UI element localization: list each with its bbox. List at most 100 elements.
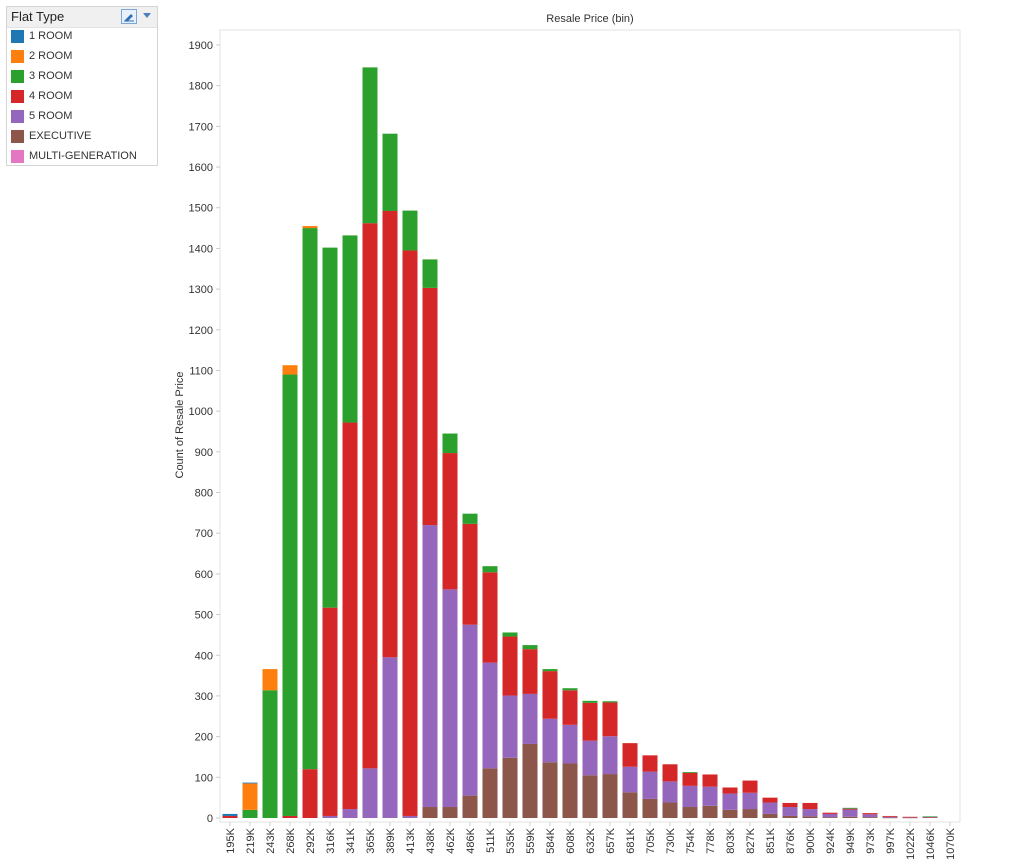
bar-segment bbox=[322, 247, 338, 608]
x-tick-label: 559K bbox=[525, 827, 537, 853]
bar-segment bbox=[442, 807, 458, 818]
legend-swatch bbox=[11, 110, 24, 123]
bar-segment bbox=[382, 133, 398, 211]
bar-segment bbox=[902, 817, 918, 818]
bar-segment bbox=[562, 688, 578, 691]
bar-segment bbox=[282, 815, 298, 818]
bar-segment bbox=[562, 724, 578, 764]
legend-title: Flat Type bbox=[11, 9, 65, 24]
bar-segment bbox=[342, 422, 358, 810]
x-tick-label: 876K bbox=[785, 827, 797, 853]
bar-segment bbox=[682, 772, 698, 786]
x-tick-label: 438K bbox=[425, 827, 437, 853]
bar-segment bbox=[522, 649, 538, 694]
bar-segment bbox=[262, 669, 278, 691]
bar-segment bbox=[402, 815, 418, 818]
bar-segment bbox=[242, 782, 258, 784]
bar-segment bbox=[662, 764, 678, 782]
x-tick-label: 219K bbox=[245, 827, 257, 853]
x-tick-label: 365K bbox=[365, 827, 377, 853]
y-tick-label: 1900 bbox=[189, 40, 213, 52]
bar-segment bbox=[722, 787, 738, 794]
x-tick-label: 316K bbox=[325, 827, 337, 853]
legend-panel: Flat Type 1 ROOM 2 ROOM 3 ROOM 4 ROOM 5 ROOM… bbox=[6, 6, 158, 166]
x-tick-label: 973K bbox=[865, 827, 877, 853]
legend-header: Flat Type bbox=[7, 7, 157, 28]
legend-swatch bbox=[11, 50, 24, 63]
bar-segment bbox=[682, 785, 698, 808]
bar-segment bbox=[882, 816, 898, 818]
bar-segment bbox=[822, 813, 838, 818]
bar-segment bbox=[622, 792, 638, 818]
bar-segment bbox=[902, 817, 918, 819]
bar-segment bbox=[902, 816, 918, 818]
bar-segment bbox=[482, 662, 498, 769]
x-tick-label: 778K bbox=[705, 827, 717, 853]
bar-segment bbox=[322, 607, 338, 816]
chevron-down-icon[interactable] bbox=[143, 13, 151, 18]
legend-label: 2 ROOM bbox=[29, 50, 73, 62]
y-tick-label: 700 bbox=[195, 528, 213, 540]
y-tick-label: 300 bbox=[195, 691, 213, 703]
bar-segment bbox=[722, 809, 738, 818]
bar-segment bbox=[422, 807, 438, 818]
bar-segment bbox=[742, 809, 758, 818]
x-tick-label: 705K bbox=[645, 827, 657, 853]
legend-label: 4 ROOM bbox=[29, 90, 73, 102]
bar-segment bbox=[302, 226, 318, 229]
bar-segment bbox=[662, 802, 678, 818]
x-tick-label: 827K bbox=[745, 827, 757, 853]
bar-segment bbox=[582, 702, 598, 741]
x-tick-label: 341K bbox=[345, 827, 357, 853]
bar-segment bbox=[582, 740, 598, 776]
bar-segment bbox=[842, 807, 858, 809]
x-tick-label: 1046K bbox=[925, 827, 937, 859]
bar-segment bbox=[742, 780, 758, 793]
y-tick-label: 1000 bbox=[189, 406, 213, 418]
bar-segment bbox=[922, 816, 938, 817]
bar-segment bbox=[362, 67, 378, 224]
legend-swatch bbox=[11, 130, 24, 143]
x-tick-label: 851K bbox=[765, 827, 777, 853]
bar-segment bbox=[422, 259, 438, 288]
bar-segment bbox=[602, 702, 618, 737]
bar-segment bbox=[442, 589, 458, 808]
bar-segment bbox=[442, 453, 458, 590]
bar-segment bbox=[302, 228, 318, 770]
bar-segment bbox=[322, 815, 338, 818]
y-tick-label: 500 bbox=[195, 610, 213, 622]
bar-segment bbox=[482, 572, 498, 663]
y-tick-label: 400 bbox=[195, 650, 213, 662]
legend-label: 1 ROOM bbox=[29, 30, 73, 42]
bar-segment bbox=[522, 743, 538, 818]
pencil-icon[interactable] bbox=[121, 9, 137, 24]
bar-segment bbox=[462, 523, 478, 625]
bar-segment bbox=[282, 374, 298, 816]
legend-label: 5 ROOM bbox=[29, 110, 73, 122]
bar-segment bbox=[782, 815, 798, 818]
bar-segment bbox=[242, 809, 258, 818]
bar-segment bbox=[722, 793, 738, 810]
x-tick-label: 608K bbox=[565, 827, 577, 853]
bar-segment bbox=[362, 768, 378, 818]
y-tick-label: 1700 bbox=[189, 121, 213, 133]
bar-segment bbox=[582, 700, 598, 703]
bar-segment bbox=[582, 775, 598, 818]
x-tick-label: 1070K bbox=[945, 827, 957, 859]
bar-segment bbox=[302, 769, 318, 818]
bar-segment bbox=[622, 766, 638, 793]
bar-segment bbox=[882, 815, 898, 817]
bar-segment bbox=[602, 774, 618, 818]
bar-segment bbox=[802, 816, 818, 818]
bar-segment bbox=[822, 812, 838, 814]
bar-segment bbox=[282, 365, 298, 375]
bar-segment bbox=[502, 636, 518, 696]
bar-segment bbox=[802, 809, 818, 817]
bar-segment bbox=[742, 792, 758, 810]
legend-label: MULTI-GENERATION bbox=[29, 150, 137, 162]
y-tick-label: 1500 bbox=[189, 203, 213, 215]
x-tick-label: 268K bbox=[285, 827, 297, 853]
y-tick-label: 600 bbox=[195, 569, 213, 581]
bar-segment bbox=[842, 816, 858, 818]
